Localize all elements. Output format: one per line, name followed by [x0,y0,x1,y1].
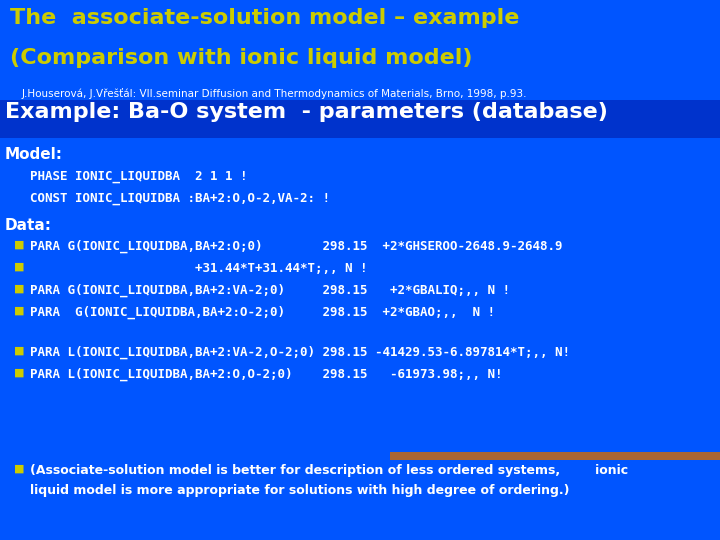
Text: ■: ■ [14,464,24,474]
Text: CONST IONIC_LIQUIDBA :BA+2:O,O-2,VA-2: !: CONST IONIC_LIQUIDBA :BA+2:O,O-2,VA-2: ! [30,192,330,205]
Text: ■: ■ [14,306,24,316]
Text: PARA G(IONIC_LIQUIDBA,BA+2:O;0)        298.15  +2*GHSEROO-2648.9-2648.9: PARA G(IONIC_LIQUIDBA,BA+2:O;0) 298.15 +… [30,240,562,253]
Bar [0,100,720,138]
Text: PARA L(IONIC_LIQUIDBA,BA+2:VA-2,O-2;0) 298.15 -41429.53-6.897814*T;,, N!: PARA L(IONIC_LIQUIDBA,BA+2:VA-2,O-2;0) 2… [30,346,570,359]
Text: PHASE IONIC_LIQUIDBA  2 1 1 !: PHASE IONIC_LIQUIDBA 2 1 1 ! [30,170,248,183]
Text: ■: ■ [14,240,24,250]
Text: Model:: Model: [5,147,63,162]
Text: PARA G(IONIC_LIQUIDBA,BA+2:VA-2;0)     298.15   +2*GBALIQ;,, N !: PARA G(IONIC_LIQUIDBA,BA+2:VA-2;0) 298.1… [30,284,510,298]
Text: (Associate-solution model is better for description of less ordered systems,    : (Associate-solution model is better for … [30,464,628,477]
Text: PARA  G(IONIC_LIQUIDBA,BA+2:O-2;0)     298.15  +2*GBAO;,,  N !: PARA G(IONIC_LIQUIDBA,BA+2:O-2;0) 298.15… [30,306,495,319]
Text: J.Houserová, J.Vřešťál: VII.seminar Diffusion and Thermodynamics of Materials, B: J.Houserová, J.Vřešťál: VII.seminar Diff… [22,88,528,99]
Text: ■: ■ [14,346,24,356]
Bar [390,452,720,460]
Text: ■: ■ [14,262,24,272]
Text: PARA L(IONIC_LIQUIDBA,BA+2:O,O-2;0)    298.15   -61973.98;,, N!: PARA L(IONIC_LIQUIDBA,BA+2:O,O-2;0) 298.… [30,368,503,381]
Text: ■: ■ [14,284,24,294]
Text: Data:: Data: [5,218,52,233]
Text: ■: ■ [14,368,24,378]
Text: Example: Ba-O system  - parameters (database): Example: Ba-O system - parameters (datab… [5,102,608,122]
Text: +31.44*T+31.44*T;,, N !: +31.44*T+31.44*T;,, N ! [30,262,367,275]
Text: liquid model is more appropriate for solutions with high degree of ordering.): liquid model is more appropriate for sol… [30,484,570,497]
Text: (Comparison with ionic liquid model): (Comparison with ionic liquid model) [10,48,472,68]
Text: The  associate-solution model – example: The associate-solution model – example [10,8,519,28]
